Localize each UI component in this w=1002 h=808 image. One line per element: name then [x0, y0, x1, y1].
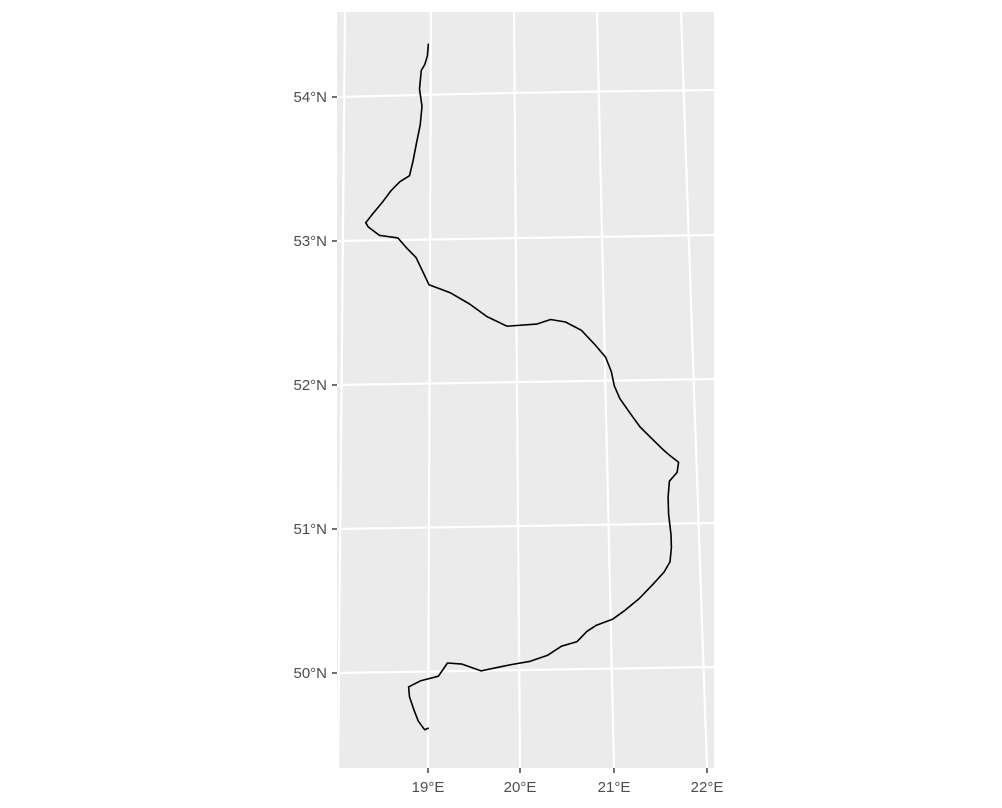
- river-line: [364, 43, 680, 731]
- meridian-18e: [336, 11, 347, 769]
- x-tick-label: 21°E: [598, 779, 631, 796]
- meridian-19e: [426, 11, 433, 769]
- y-axis: 54°N 53°N 52°N 51°N 50°N: [293, 89, 337, 682]
- y-tick-label: 51°N: [293, 521, 327, 538]
- x-axis: 19°E 20°E 21°E 22°E: [412, 768, 724, 796]
- y-tick-label: 53°N: [293, 233, 327, 250]
- y-tick-label: 54°N: [293, 89, 327, 106]
- y-tick-label: 52°N: [293, 377, 327, 394]
- parallel-54n: [336, 88, 715, 99]
- y-tick-label: 50°N: [293, 665, 327, 682]
- parallel-52n: [336, 377, 715, 387]
- x-tick-label: 22°E: [691, 779, 724, 796]
- meridian-22e: [679, 11, 709, 769]
- x-tick-label: 19°E: [412, 779, 445, 796]
- parallel-51n: [336, 521, 715, 531]
- parallel-50n: [336, 665, 715, 675]
- meridian-21e: [595, 11, 616, 769]
- parallel-53n: [336, 233, 715, 243]
- panel-background: [337, 12, 714, 768]
- map-panel: [336, 11, 715, 769]
- graticule: [336, 11, 715, 769]
- meridian-20e: [512, 11, 522, 769]
- x-tick-label: 20°E: [504, 779, 537, 796]
